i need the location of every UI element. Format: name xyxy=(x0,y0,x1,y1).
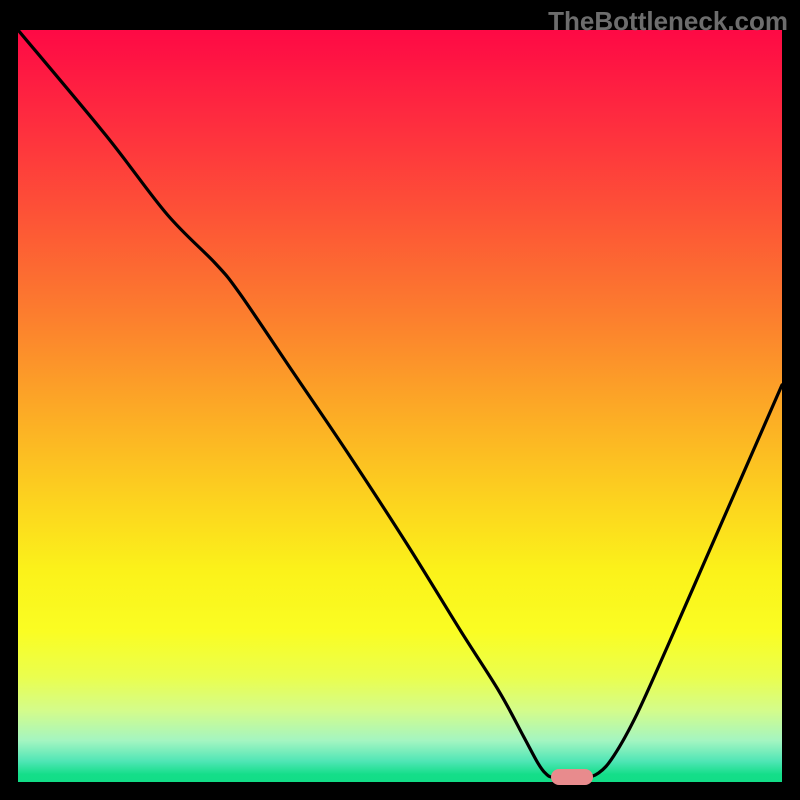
plot-area xyxy=(18,30,782,782)
curve-overlay xyxy=(18,30,782,782)
bottleneck-curve xyxy=(18,30,782,778)
chart-frame: TheBottleneck.com xyxy=(0,0,800,800)
optimal-marker xyxy=(551,769,593,785)
watermark-text: TheBottleneck.com xyxy=(548,6,788,37)
